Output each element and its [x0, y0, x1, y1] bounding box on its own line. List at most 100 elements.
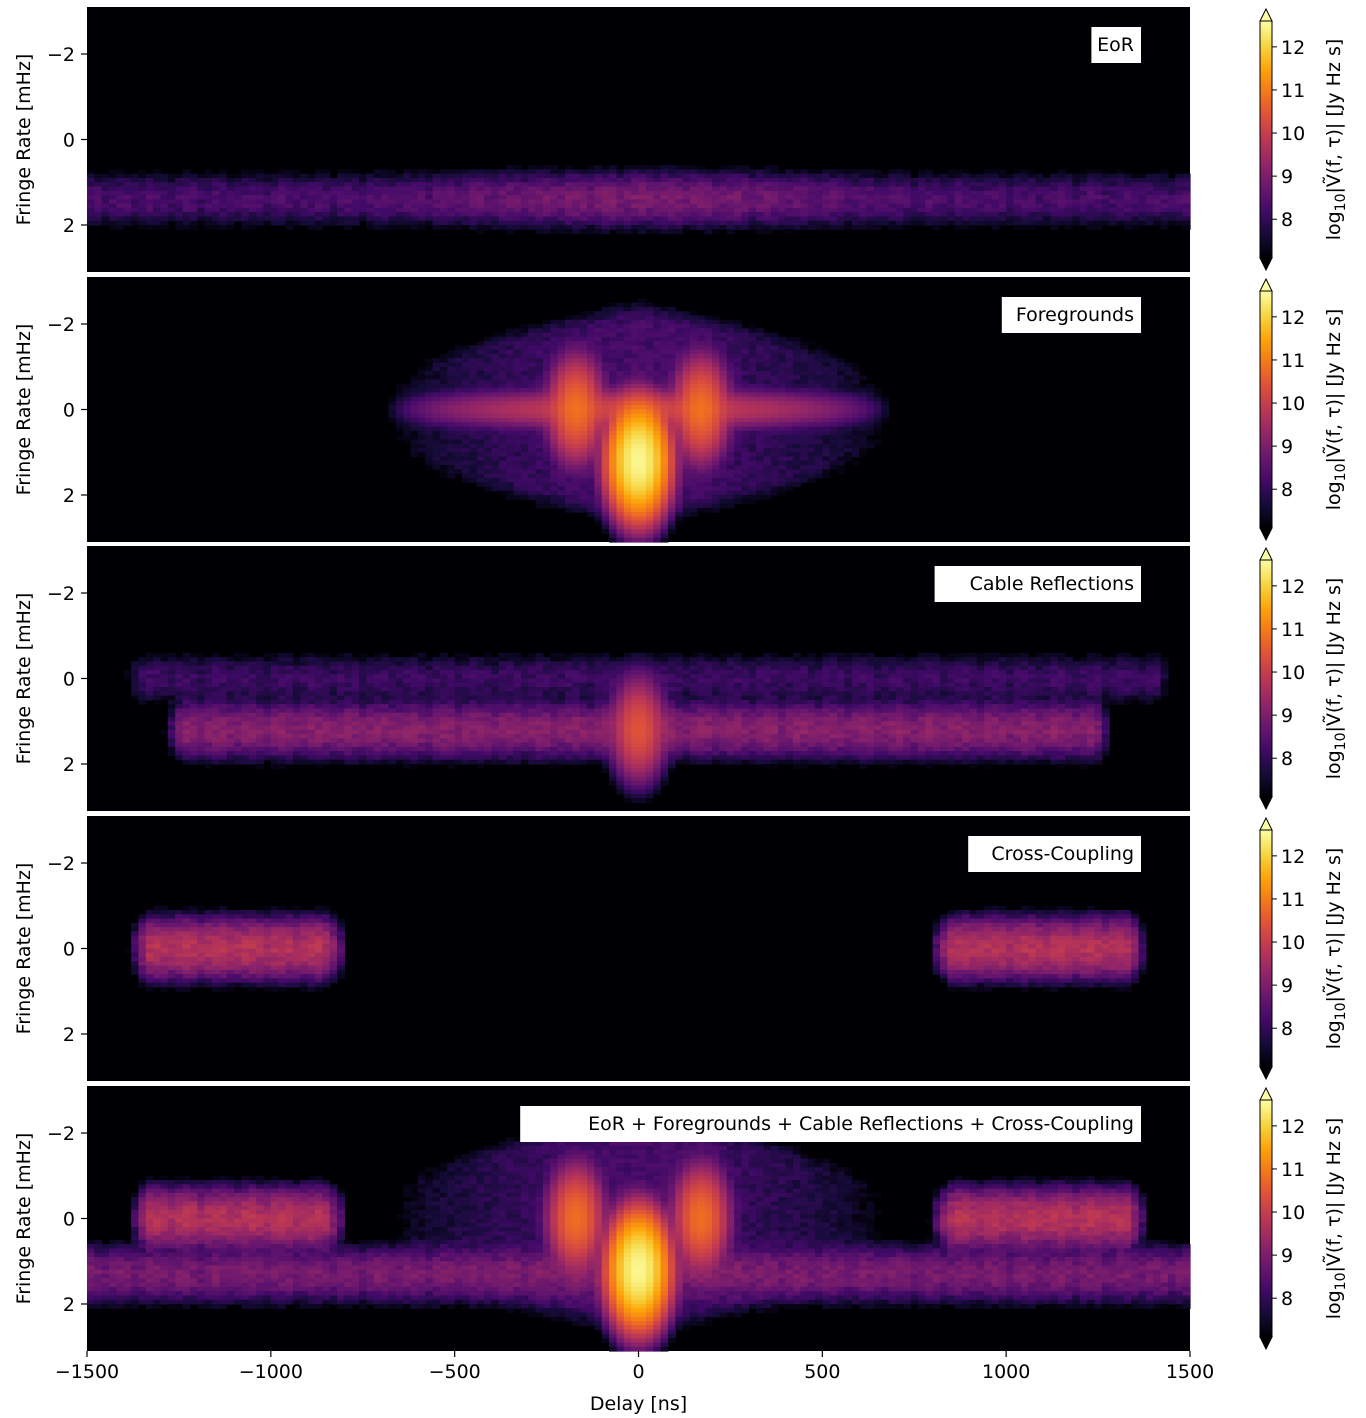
- heatmap-cell: [844, 173, 853, 179]
- heatmap-cell: [653, 328, 662, 334]
- heatmap-cell: [248, 177, 257, 183]
- heatmap-cell: [204, 203, 213, 209]
- heatmap-cell: [447, 203, 456, 209]
- heatmap-cell: [94, 190, 103, 196]
- heatmap-cell: [395, 177, 404, 183]
- heatmap-cell: [212, 216, 220, 222]
- heatmap-cell: [748, 186, 757, 192]
- heatmap-cell: [292, 199, 301, 205]
- heatmap-cell: [660, 435, 669, 441]
- heatmap-cell: [1160, 212, 1169, 218]
- heatmap-cell: [697, 383, 706, 389]
- heatmap-cell: [476, 173, 485, 179]
- heatmap-cell: [616, 306, 625, 312]
- heatmap-cell: [653, 229, 662, 235]
- heatmap-cell: [616, 315, 625, 321]
- heatmap-cell: [439, 358, 448, 364]
- heatmap-cell: [726, 494, 735, 500]
- heatmap-cell: [432, 465, 441, 470]
- heatmap-cell: [984, 652, 993, 658]
- heatmap-cell: [425, 177, 434, 183]
- heatmap-cell: [322, 657, 331, 662]
- heatmap-cell: [682, 469, 691, 475]
- heatmap-cell: [859, 657, 868, 662]
- heatmap-cell: [910, 203, 919, 209]
- heatmap-cell: [366, 212, 375, 218]
- heatmap-cell: [388, 186, 397, 192]
- heatmap-cell: [741, 482, 750, 488]
- heatmap-cell: [653, 388, 662, 393]
- heatmap-cell: [587, 465, 595, 470]
- heatmap-cell: [425, 409, 434, 415]
- heatmap-cell: [689, 332, 698, 338]
- heatmap-cell: [947, 203, 956, 209]
- heatmap-cell: [1028, 169, 1037, 175]
- heatmap-cell: [969, 190, 978, 196]
- heatmap-cell: [807, 413, 816, 419]
- heatmap-cell: [969, 203, 978, 209]
- heatmap-cell: [109, 199, 118, 205]
- heatmap-cell: [425, 657, 434, 662]
- heatmap-cell: [844, 216, 853, 222]
- heatmap-cell: [991, 190, 1000, 196]
- heatmap-cell: [601, 315, 610, 321]
- heatmap-cell: [381, 190, 390, 196]
- heatmap-cell: [866, 426, 875, 432]
- heatmap-cell: [403, 657, 412, 662]
- heatmap-cell: [513, 396, 522, 402]
- heatmap-cell: [873, 388, 882, 393]
- heatmap-cell: [954, 203, 963, 209]
- heatmap-cell: [638, 353, 647, 359]
- heatmap-cell: [653, 422, 662, 428]
- heatmap-cell: [660, 490, 669, 496]
- heatmap-cell: [667, 405, 676, 411]
- heatmap-cell: [373, 652, 382, 658]
- heatmap-cell: [609, 409, 618, 415]
- heatmap-cell: [425, 207, 434, 213]
- heatmap-cell: [748, 220, 757, 226]
- heatmap-cell: [763, 435, 772, 441]
- heatmap-cell: [498, 336, 507, 342]
- heatmap-cell: [778, 443, 787, 449]
- heatmap-cell: [520, 383, 529, 389]
- heatmap-cell: [712, 224, 720, 230]
- heatmap-cell: [800, 195, 809, 200]
- heatmap-cell: [616, 207, 625, 213]
- heatmap-cell: [704, 396, 713, 402]
- heatmap-cell: [359, 216, 368, 222]
- heatmap-cell: [829, 190, 838, 196]
- heatmap-cell: [638, 520, 647, 526]
- heatmap-cell: [748, 396, 757, 402]
- heatmap-cell: [792, 439, 801, 445]
- heatmap-cell: [550, 186, 559, 192]
- heatmap-cell: [447, 383, 456, 389]
- heatmap-cell: [1087, 195, 1095, 200]
- heatmap-cell: [454, 379, 463, 385]
- heatmap-cell: [410, 409, 419, 415]
- heatmap-cell: [719, 220, 728, 226]
- heatmap-cell: [241, 182, 250, 188]
- heatmap-cell: [182, 661, 191, 667]
- heatmap-cell: [564, 418, 573, 423]
- heatmap-cell: [763, 396, 772, 402]
- heatmap-cell: [579, 186, 588, 192]
- heatmap-cell: [638, 426, 647, 432]
- heatmap-cell: [498, 482, 507, 488]
- heatmap-cell: [609, 190, 618, 196]
- heatmap-cell: [829, 652, 838, 658]
- heatmap-cell: [439, 353, 448, 359]
- heatmap-cell: [439, 366, 448, 372]
- heatmap-cell: [542, 400, 551, 406]
- heatmap-cell: [763, 426, 772, 432]
- heatmap-cell: [609, 383, 618, 389]
- heatmap-cell: [1175, 203, 1184, 209]
- heatmap-cell: [550, 661, 559, 667]
- heatmap-cell: [719, 207, 728, 213]
- heatmap-cell: [778, 477, 787, 483]
- heatmap-cell: [403, 422, 412, 428]
- heatmap-cell: [417, 216, 426, 222]
- heatmap-cell: [432, 195, 441, 200]
- heatmap-cell: [660, 371, 669, 376]
- heatmap-cell: [572, 379, 581, 385]
- heatmap-cell: [454, 203, 463, 209]
